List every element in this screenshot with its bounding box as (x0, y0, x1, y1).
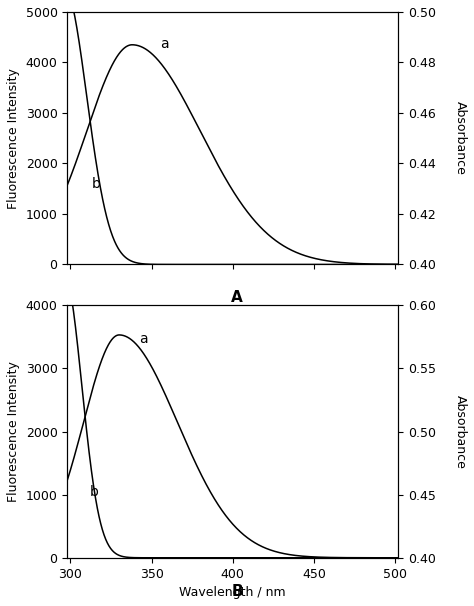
Text: B: B (231, 584, 243, 599)
Text: b: b (90, 485, 99, 499)
Text: a: a (160, 38, 168, 52)
Y-axis label: Absorbance: Absorbance (454, 101, 467, 175)
Text: A: A (231, 290, 243, 305)
Y-axis label: Fluorescence Intensity: Fluorescence Intensity (7, 361, 20, 502)
Text: b: b (91, 177, 100, 191)
Y-axis label: Absorbance: Absorbance (454, 395, 467, 468)
Text: a: a (138, 332, 147, 346)
X-axis label: Wavelength / nm: Wavelength / nm (180, 586, 286, 599)
Y-axis label: Fluorescence Intensity: Fluorescence Intensity (7, 68, 20, 208)
